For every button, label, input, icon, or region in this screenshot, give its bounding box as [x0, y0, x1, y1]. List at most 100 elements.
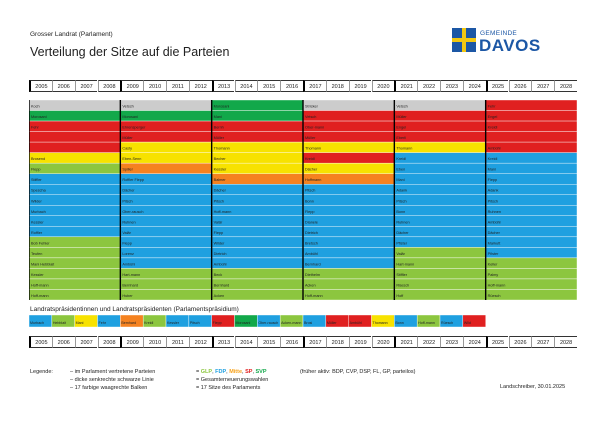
seat-label: Beck — [214, 273, 223, 277]
praesidium-title: Landratspräsidentinnen und Landratspräsi… — [30, 306, 239, 313]
seat-label: Adank — [396, 189, 407, 193]
seat-label: Pfister — [396, 241, 407, 245]
seat-label: Kessler — [31, 273, 44, 277]
seat-label: Kreidl — [396, 157, 406, 161]
seat-label: Valär — [122, 231, 131, 235]
seat-label: Kreidl — [488, 126, 498, 130]
credit-text: Landschreiber, 30.01.2025 — [500, 384, 566, 390]
seat-bar — [394, 247, 486, 259]
seat-bar — [211, 194, 304, 206]
year-label: 2007 — [74, 336, 98, 348]
seat-label: Ruhnen — [488, 210, 501, 214]
year-label: 2010 — [143, 336, 166, 348]
year-label: 2021 — [394, 80, 418, 92]
pretitle: Grosser Landrat (Parlament) — [30, 31, 113, 38]
seat-label: Casty — [122, 147, 132, 151]
legend-value: = 17 Sitze des Parlaments — [196, 385, 261, 391]
seat-bar — [29, 141, 121, 153]
gemeinde-davos-logo: GEMEINDE DAVOS — [452, 27, 542, 57]
seat-label: Vetsch — [122, 105, 133, 109]
seat-bar — [302, 194, 395, 206]
seat-bar — [211, 226, 304, 238]
praesidium-label: Brosi — [304, 321, 312, 325]
seat-bar — [211, 131, 304, 143]
seat-label: Vetsch — [396, 105, 407, 109]
legend-party-fdp: FDP — [215, 369, 227, 375]
seat-label: Bernhard — [122, 283, 138, 287]
seat-label: Kessler — [214, 168, 227, 172]
year-label: 2009 — [120, 80, 144, 92]
seat-label: Adank — [488, 189, 499, 193]
year-label: 2022 — [417, 336, 440, 348]
year-label: 2025 — [485, 336, 509, 348]
year-label: 2012 — [188, 336, 212, 348]
seat-bar — [485, 131, 577, 143]
year-label: 2016 — [280, 80, 303, 92]
seat-label: Hoffmann — [305, 178, 321, 182]
seat-label: Rüesch — [488, 294, 501, 298]
seat-label: Flepp — [31, 168, 41, 172]
praesidium-row: Murbach Hebblait Mani Fehr Bernhard Kreidl Kes… — [29, 315, 486, 327]
seat-label: Valär — [396, 252, 405, 256]
seat-label: Vetsch — [305, 115, 316, 119]
seat-bar — [394, 173, 486, 185]
praesidium-label: Hoff-mann — [418, 321, 435, 325]
seat-label: Ambühl — [488, 147, 501, 151]
seat-label: Koch — [31, 105, 40, 109]
seat-bar — [29, 194, 121, 206]
year-label: 2010 — [143, 80, 166, 92]
praesidium-label: Wild — [464, 321, 471, 325]
seat-distribution-chart: Koch Morosani Fehr Brosend Flepp Stiffler Spes… — [29, 100, 577, 300]
seat-label: Becher — [214, 157, 227, 161]
seat-label: Pfister — [488, 252, 499, 256]
seat-bar — [29, 131, 121, 143]
praesidium-label: Ober-rausch — [258, 321, 278, 325]
year-label: 2008 — [97, 336, 121, 348]
year-label: 2020 — [371, 80, 395, 92]
year-label: 2012 — [188, 80, 212, 92]
seat-label: Hoff — [396, 294, 404, 298]
seat-bar — [394, 162, 486, 174]
year-label: 2026 — [508, 336, 532, 348]
seat-label: Dächer — [396, 231, 409, 235]
legend-party-sp: SP — [245, 369, 253, 375]
seat-label: Engel — [396, 126, 406, 130]
praesidium-label: Morosani — [236, 321, 251, 325]
seat-bar — [394, 152, 486, 164]
praesidium-label: Bonn — [395, 321, 403, 325]
year-label: 2014 — [234, 80, 258, 92]
seat-label: Spiller — [122, 168, 133, 172]
seat-label: Eberli — [396, 136, 406, 140]
seat-label: Hoff-mann — [214, 210, 232, 214]
seat-label: Hoff-mann — [488, 283, 506, 287]
legend-parties: = GLP, FDP, Mitte, SP, SVP — [196, 369, 267, 375]
davos-flag-icon — [452, 28, 476, 52]
seat-label: Mani — [488, 168, 496, 172]
seat-label: Müller — [122, 136, 133, 140]
seat-label: Valär — [214, 220, 223, 224]
year-header-bottom: 2005 2006 2007 2008 2009 2010 2011 2012 2013 2014… — [29, 336, 577, 348]
seat-label: Brosend — [31, 157, 45, 161]
seat-bar — [211, 289, 304, 300]
praesidium-label: Flepp — [213, 321, 222, 325]
year-label: 2020 — [371, 336, 395, 348]
seat-label: Morosani — [31, 115, 47, 119]
year-label: 2027 — [531, 336, 555, 348]
seat-label: Flepp — [305, 210, 315, 214]
year-header-top: 2005 2006 2007 2008 2009 2010 2011 2012 2013 2014… — [29, 80, 577, 92]
seat-label: Bernh — [214, 126, 224, 130]
seat-label: Markutt — [488, 241, 502, 245]
seat-bar — [485, 184, 577, 195]
seat-label: Hoff-mann — [305, 294, 323, 298]
praesidium-label: Ambühl — [350, 321, 362, 325]
seat-label: Dächer — [122, 189, 135, 193]
year-label: 2023 — [440, 80, 463, 92]
year-label: 2006 — [51, 336, 75, 348]
seat-label: Thomann — [305, 147, 321, 151]
seat-bar — [394, 131, 486, 143]
year-label: 2009 — [120, 336, 144, 348]
seat-bar — [485, 257, 577, 269]
seat-label: Roffler — [31, 231, 43, 235]
seat-label: Kessler — [31, 220, 44, 224]
legend-party-mitte: Mitte — [229, 369, 243, 375]
